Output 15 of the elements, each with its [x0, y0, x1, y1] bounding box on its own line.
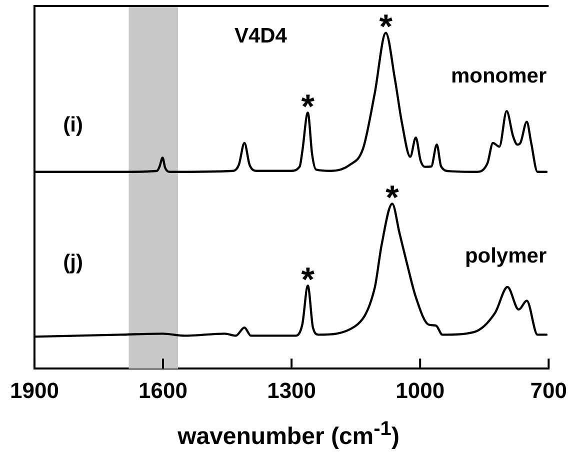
series-label: polymer — [464, 244, 547, 268]
annotation: * — [386, 179, 400, 218]
x-axis-title: wavenumber (cm$^{-1}$) — [176, 418, 400, 451]
annotation: * — [301, 88, 316, 126]
x-tick-label: 1600 — [138, 378, 188, 403]
x-tick-label: 1000 — [396, 378, 445, 403]
annotation: * — [379, 8, 394, 46]
annotation: (i) — [63, 113, 83, 136]
annotation: * — [301, 261, 316, 300]
x-tick-label: 1900 — [10, 378, 59, 403]
series-label: monomer — [450, 64, 547, 88]
x-tick-label: 1300 — [267, 378, 316, 403]
annotation: V4D4 — [234, 24, 288, 48]
annotation: (j) — [63, 251, 83, 274]
x-tick-label: 700 — [530, 378, 568, 403]
